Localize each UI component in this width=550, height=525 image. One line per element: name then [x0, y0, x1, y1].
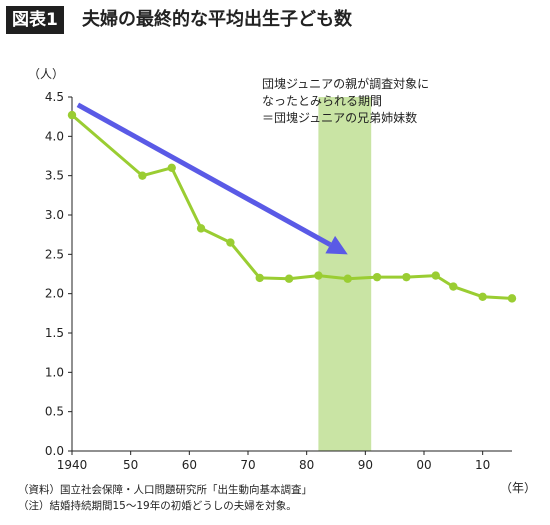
x-tick-label: 10 — [475, 458, 490, 472]
x-tick-label: 1940 — [57, 458, 88, 472]
series-line — [71, 113, 513, 300]
trend-arrow-shaft — [76, 102, 332, 247]
data-point — [402, 272, 411, 282]
axes — [68, 96, 512, 455]
x-tick-label: 60 — [182, 458, 197, 472]
y-tick-label: 0.5 — [45, 405, 64, 419]
data-point — [196, 224, 206, 233]
data-point — [67, 110, 77, 120]
source-note: （資料）国立社会保障・人口問題研究所「出生動向基本調査」 — [18, 484, 312, 496]
data-point — [372, 272, 382, 282]
x-axis-unit: （年） — [500, 481, 536, 495]
x-tick-label: 90 — [358, 458, 373, 472]
chart-header: 図表1 夫婦の最終的な平均出生子ども数 — [0, 0, 550, 40]
y-tick-label: 3.5 — [45, 169, 64, 183]
y-axis-unit: （人） — [28, 67, 64, 81]
data-point — [138, 171, 147, 180]
y-tick-label: 2.5 — [45, 247, 64, 261]
data-point — [284, 274, 294, 283]
series-layer — [67, 110, 517, 303]
data-point — [343, 274, 352, 283]
labels-layer: 0.0 0.5 1.0 1.5 2.0 2.5 3.0 3.5 4.0 4.5 1940 50 60 70… — [28, 67, 536, 495]
y-tick-label: 1.0 — [45, 365, 64, 379]
data-point — [226, 238, 235, 247]
y-tick-label: 2.0 — [45, 287, 64, 301]
data-point — [478, 292, 487, 302]
y-tick-label: 4.0 — [45, 129, 64, 143]
y-tick-label: 0.0 — [45, 444, 64, 458]
data-point — [255, 273, 264, 283]
method-note: （注）結婚持続期間15～19年の初婚どうしの夫婦を対象。 — [18, 500, 297, 512]
annotation-line: ＝団塊ジュニアの兄弟姉妹数 — [262, 110, 417, 125]
x-tick-label: 80 — [299, 458, 314, 472]
y-tick-label: 4.5 — [45, 90, 64, 104]
data-point — [449, 282, 458, 291]
x-tick-label: 00 — [416, 458, 431, 472]
highlight-band-layer — [318, 97, 372, 451]
highlight-band — [318, 97, 372, 451]
trend-arrow-head — [325, 235, 348, 255]
annotation-line: なったとみられる期間 — [262, 94, 382, 108]
data-point — [167, 163, 176, 172]
x-tick-label: 70 — [240, 458, 255, 472]
y-tick-label: 1.5 — [45, 326, 64, 340]
annotation-line: 団塊ジュニアの親が調査対象に — [262, 76, 429, 91]
figure-badge: 図表1 — [6, 6, 64, 34]
data-point — [314, 271, 323, 280]
data-point — [431, 271, 440, 280]
trend-arrow-layer — [76, 102, 348, 255]
data-point — [507, 294, 517, 303]
y-tick-label: 3.0 — [45, 208, 64, 222]
x-tick-label: 50 — [123, 458, 138, 472]
chart-title: 夫婦の最終的な平均出生子ども数 — [82, 9, 352, 30]
chart-footer: （資料）国立社会保障・人口問題研究所「出生動向基本調査」 （注）結婚持続期間15… — [18, 482, 312, 514]
